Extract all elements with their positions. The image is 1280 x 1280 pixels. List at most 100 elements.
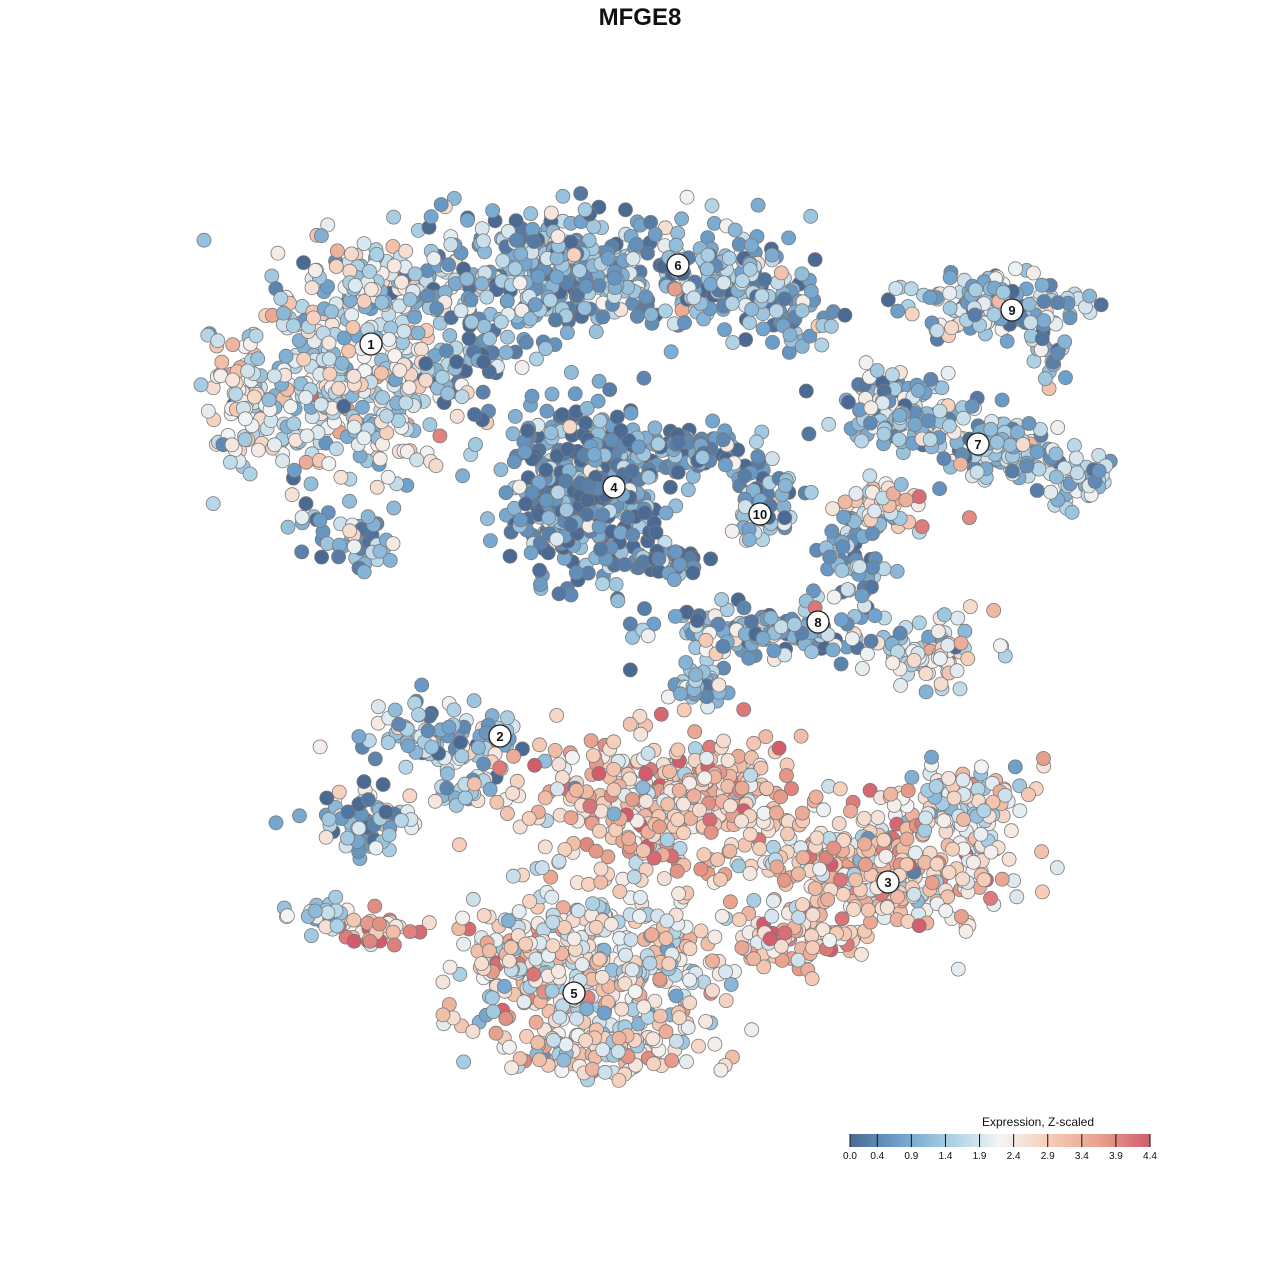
cell-point xyxy=(764,908,780,924)
cluster-label-text: 10 xyxy=(753,507,767,522)
cell-point xyxy=(929,856,945,872)
cell-point xyxy=(544,386,560,402)
cell-point xyxy=(369,479,385,495)
cell-point xyxy=(513,246,529,262)
cluster-label-text: 2 xyxy=(496,729,503,744)
cell-point xyxy=(597,1005,612,1021)
cell-point xyxy=(1091,463,1107,479)
chart-title: MFGE8 xyxy=(598,4,682,31)
legend-tick-label: 2.4 xyxy=(1007,1151,1021,1162)
cell-point xyxy=(1003,823,1019,839)
cell-point xyxy=(613,525,628,541)
cell-point xyxy=(942,300,958,316)
cell-point xyxy=(876,832,892,848)
cell-point xyxy=(474,956,490,971)
cell-point xyxy=(640,746,656,761)
cell-point xyxy=(528,1014,544,1030)
cell-point xyxy=(824,523,840,539)
cell-point xyxy=(983,421,999,437)
cell-point xyxy=(885,655,901,671)
cell-point xyxy=(482,782,498,797)
cell-point xyxy=(402,788,418,804)
cell-point xyxy=(816,802,831,818)
cell-point xyxy=(641,469,657,485)
cell-point xyxy=(1021,416,1037,431)
cell-point xyxy=(590,393,606,409)
cell-point xyxy=(936,451,952,467)
cell-point xyxy=(660,689,676,705)
cell-point xyxy=(651,551,667,567)
cell-point xyxy=(1050,346,1066,361)
cell-point xyxy=(505,868,521,884)
cell-point xyxy=(1082,288,1097,304)
cell-point xyxy=(498,345,514,360)
cell-point xyxy=(551,586,567,602)
cell-point xyxy=(742,866,758,881)
cell-point xyxy=(795,850,811,865)
cell-point xyxy=(742,315,757,331)
cell-point xyxy=(693,923,709,939)
cell-point xyxy=(690,613,705,628)
cell-point xyxy=(956,812,971,827)
cell-point xyxy=(512,1051,528,1066)
cell-point xyxy=(940,637,956,653)
cell-point xyxy=(863,914,878,930)
cell-point xyxy=(464,314,480,330)
cell-point xyxy=(713,872,728,887)
cell-point xyxy=(893,678,908,693)
cell-point xyxy=(480,511,495,527)
cell-point xyxy=(699,750,715,766)
cell-point xyxy=(703,551,718,567)
cell-point xyxy=(807,881,823,896)
cell-point xyxy=(522,894,538,909)
cell-point xyxy=(552,1009,567,1025)
cell-point xyxy=(606,734,622,750)
cell-point xyxy=(937,607,952,623)
cell-point xyxy=(449,354,465,370)
cell-point xyxy=(809,830,825,846)
cell-point xyxy=(687,724,703,740)
cell-point xyxy=(549,708,565,723)
cell-point xyxy=(595,576,610,592)
cell-point xyxy=(312,513,328,528)
cell-point xyxy=(1036,313,1052,329)
cell-point xyxy=(488,1025,504,1041)
cell-point xyxy=(449,408,465,424)
cell-point xyxy=(386,500,402,516)
cell-point xyxy=(566,247,582,263)
cell-point xyxy=(717,322,732,338)
cell-point xyxy=(346,912,362,928)
cell-point xyxy=(493,314,509,330)
cell-point xyxy=(1068,450,1084,466)
cell-point xyxy=(691,1038,706,1054)
cell-point xyxy=(638,766,654,782)
cell-point xyxy=(441,719,457,735)
cell-point xyxy=(321,351,337,367)
cell-point xyxy=(1026,265,1041,281)
cell-point xyxy=(870,810,886,825)
cell-point xyxy=(534,860,550,876)
cell-point xyxy=(318,829,334,845)
cell-point xyxy=(382,553,398,568)
cell-point xyxy=(237,411,253,427)
cell-point xyxy=(721,250,737,266)
cell-point xyxy=(508,213,524,229)
cell-point xyxy=(275,453,291,469)
cell-point xyxy=(334,355,350,371)
cell-point xyxy=(476,908,492,923)
cell-point xyxy=(307,263,323,278)
cell-point xyxy=(666,572,682,587)
cell-point xyxy=(725,335,741,350)
cell-point xyxy=(622,662,638,678)
cell-point xyxy=(626,869,642,885)
cell-point xyxy=(669,863,685,879)
cell-point xyxy=(386,258,402,274)
cell-point xyxy=(736,702,752,717)
cell-point xyxy=(466,693,482,709)
cell-point xyxy=(505,426,521,442)
cell-point xyxy=(549,269,565,285)
cell-point xyxy=(617,557,633,572)
cell-point xyxy=(682,972,698,988)
cell-point xyxy=(420,723,436,739)
cell-point xyxy=(200,403,216,419)
